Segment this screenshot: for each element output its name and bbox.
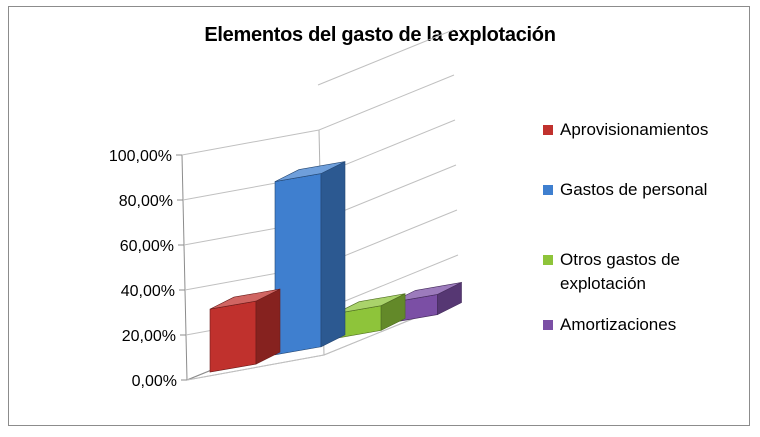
bar-aprovisionamientos <box>209 288 281 373</box>
y-tick-label: 60,00% <box>120 238 174 255</box>
y-tick-label: 0,00% <box>132 373 177 390</box>
chart-title: Elementos del gasto de la explotación <box>204 24 556 46</box>
y-tick-label: 40,00% <box>121 283 175 300</box>
legend-label: Amortizaciones <box>560 315 677 334</box>
legend-label: Otros gastos de explotación <box>560 250 681 293</box>
legend-item: Gastos de personal <box>543 178 730 202</box>
legend-item: Otros gastos de explotación <box>543 248 730 296</box>
y-tick-label: 100,00% <box>109 148 172 165</box>
legend-label: Gastos de personal <box>560 180 708 199</box>
legend-item: Aprovisionamientos <box>543 118 730 142</box>
legend-swatch <box>543 320 553 330</box>
y-tick-label: 20,00% <box>122 328 176 345</box>
legend-label: Aprovisionamientos <box>560 120 709 139</box>
bar-otros-gastos-de-explotación <box>334 293 406 339</box>
gridline <box>181 74 455 156</box>
legend-swatch <box>543 255 553 265</box>
chart-frame <box>8 6 750 426</box>
legend-swatch <box>543 125 553 135</box>
y-tick-label: 80,00% <box>119 193 173 210</box>
bar-gastos-de-personal <box>274 161 346 356</box>
legend-swatch <box>543 185 553 195</box>
gridline <box>317 29 454 86</box>
legend-item: Amortizaciones <box>543 313 730 337</box>
value-axis-line <box>181 154 188 381</box>
